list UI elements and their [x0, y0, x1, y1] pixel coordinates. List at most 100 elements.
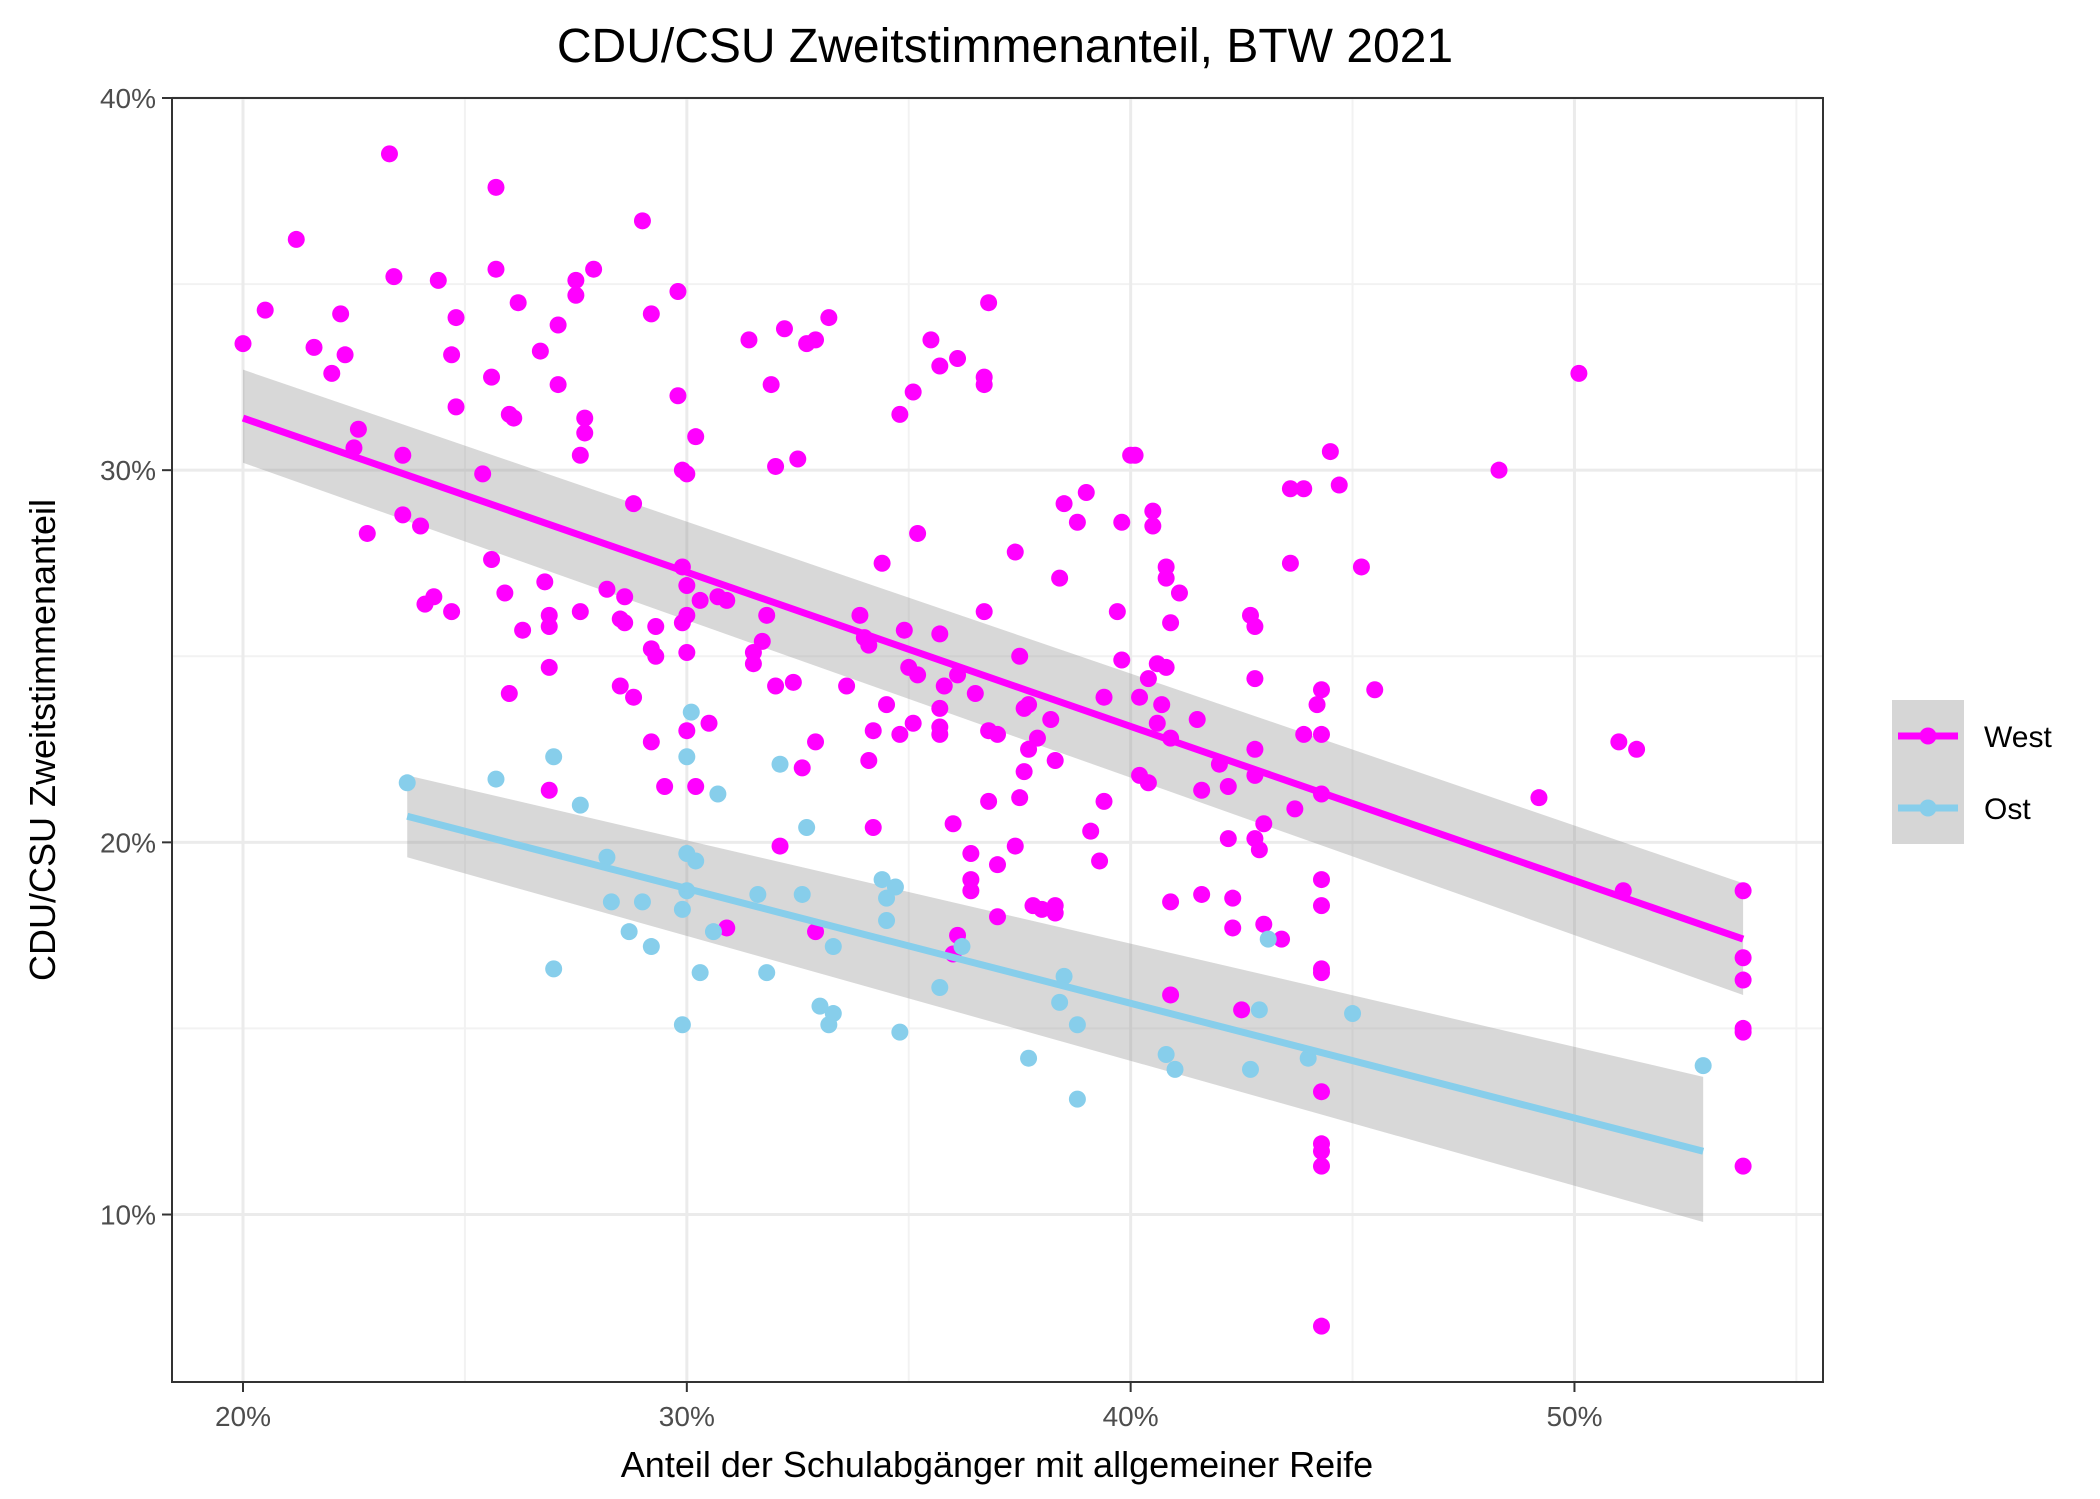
- data-point-west: [784, 673, 802, 691]
- data-point-west: [793, 759, 811, 777]
- data-point-ost: [1166, 1060, 1184, 1078]
- data-point-west: [758, 606, 776, 624]
- data-point-west: [487, 178, 505, 196]
- data-point-west: [332, 305, 350, 323]
- data-point-west: [385, 268, 403, 286]
- trend-line-west: [241, 414, 1745, 943]
- legend-key-point: [1919, 727, 1937, 745]
- x-tick-label: 30%: [659, 1401, 715, 1432]
- data-point-west: [1153, 696, 1171, 714]
- data-point-west: [443, 346, 461, 364]
- data-point-west: [1312, 1317, 1330, 1335]
- data-point-west: [1281, 480, 1299, 498]
- data-point-ost: [1299, 1049, 1317, 1067]
- data-point-west: [1046, 904, 1064, 922]
- data-point-ost: [598, 848, 616, 866]
- chart-title: CDU/CSU Zweitstimmenanteil, BTW 2021: [557, 20, 1453, 73]
- data-point-ost: [1250, 1001, 1268, 1019]
- data-point-west: [678, 465, 696, 483]
- data-point-west: [323, 364, 341, 382]
- x-axis-title: Anteil der Schulabgänger mit allgemeiner…: [621, 1444, 1373, 1485]
- data-point-west: [1157, 658, 1175, 676]
- data-point-west: [1139, 774, 1157, 792]
- legend-label: Ost: [1984, 793, 2031, 826]
- data-point-west: [1312, 1142, 1330, 1160]
- data-point-ost: [1241, 1060, 1259, 1078]
- data-point-west: [1490, 461, 1508, 479]
- data-point-west: [1108, 603, 1126, 621]
- data-point-west: [1055, 495, 1073, 513]
- data-point-ost: [633, 893, 651, 911]
- data-point-west: [904, 383, 922, 401]
- data-point-west: [1281, 554, 1299, 572]
- data-point-west: [678, 644, 696, 662]
- data-point-west: [1312, 897, 1330, 915]
- data-point-west: [447, 398, 465, 416]
- y-axis-title: CDU/CSU Zweitstimmenanteil: [22, 499, 63, 981]
- data-point-west: [1162, 986, 1180, 1004]
- data-point-west: [1312, 725, 1330, 743]
- data-point-west: [1628, 740, 1646, 758]
- data-point-west: [922, 331, 940, 349]
- data-point-west: [1734, 1157, 1752, 1175]
- data-point-ost: [824, 938, 842, 956]
- data-point-west: [1095, 792, 1113, 810]
- data-point-west: [571, 603, 589, 621]
- data-point-west: [633, 212, 651, 230]
- data-point-west: [1295, 725, 1313, 743]
- data-point-west: [1162, 893, 1180, 911]
- data-point-west: [1033, 900, 1051, 918]
- data-point-west: [1113, 513, 1131, 531]
- data-point-west: [429, 271, 447, 289]
- data-point-ost: [398, 774, 416, 792]
- data-point-west: [718, 919, 736, 937]
- data-point-west: [975, 376, 993, 394]
- data-point-west: [576, 409, 594, 427]
- data-point-west: [483, 368, 501, 386]
- data-point-ost: [1344, 1005, 1362, 1023]
- data-point-west: [1188, 711, 1206, 729]
- data-point-west: [500, 684, 518, 702]
- data-point-west: [966, 684, 984, 702]
- data-point-west: [1011, 647, 1029, 665]
- data-point-west: [891, 405, 909, 423]
- data-point-ost: [798, 818, 816, 836]
- data-point-west: [1015, 763, 1033, 781]
- data-point-west: [1011, 789, 1029, 807]
- data-point-west: [1113, 651, 1131, 669]
- data-point-west: [909, 524, 927, 542]
- data-point-west: [358, 524, 376, 542]
- data-point-west: [762, 376, 780, 394]
- data-point-west: [1308, 696, 1326, 714]
- data-point-west: [931, 699, 949, 717]
- data-point-west: [1091, 852, 1109, 870]
- data-point-west: [989, 725, 1006, 743]
- y-tick-label: 20%: [100, 827, 156, 858]
- data-point-ost: [545, 748, 563, 766]
- data-point-ost: [1055, 967, 1073, 985]
- data-point-west: [625, 495, 643, 513]
- trend-line-ost: [406, 812, 1705, 1155]
- data-point-west: [775, 320, 793, 338]
- data-point-west: [669, 387, 687, 405]
- data-point-west: [1255, 815, 1273, 833]
- data-point-west: [678, 722, 696, 740]
- data-point-ost: [873, 871, 891, 889]
- data-point-west: [904, 714, 922, 732]
- x-tick-label: 50%: [1546, 1401, 1602, 1432]
- data-point-west: [944, 815, 962, 833]
- data-point-west: [1046, 751, 1064, 769]
- data-point-west: [1312, 681, 1330, 699]
- data-point-ost: [673, 900, 691, 918]
- data-point-west: [234, 335, 252, 353]
- data-point-west: [349, 420, 367, 438]
- data-point-ost: [571, 796, 589, 814]
- data-point-west: [962, 845, 980, 863]
- data-point-west: [625, 688, 643, 706]
- data-point-west: [1170, 584, 1188, 602]
- data-point-ost: [1259, 930, 1277, 948]
- data-point-west: [616, 614, 634, 632]
- y-tick-label: 10%: [100, 1200, 156, 1231]
- data-point-west: [975, 603, 993, 621]
